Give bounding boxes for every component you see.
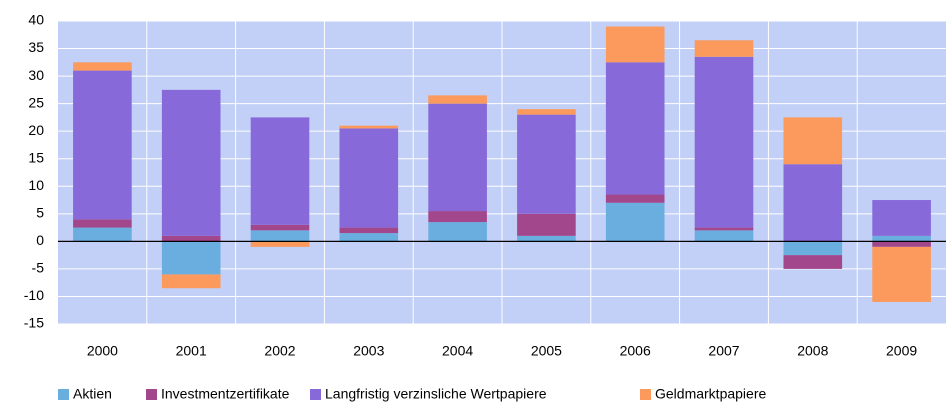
x-tick-label: 2004 [442,343,473,359]
legend-label: Aktien [73,386,112,402]
legend-swatch [640,389,651,400]
x-tick-label: 2008 [797,343,828,359]
legend-label: Langfristig verzinsliche Wertpapiere [325,386,547,402]
x-tick-label: 2009 [886,343,917,359]
bar-segment [161,89,221,236]
bar-segment [694,230,754,242]
bar-segment [73,62,132,71]
bar-segment [161,241,221,275]
bar-segment [872,200,931,236]
bar-segment [783,241,843,256]
y-tick-label: 5 [36,205,44,221]
bar-segment [517,235,576,242]
legend-swatch [58,389,69,400]
legend-label: Investmentzertifikate [161,386,290,402]
bar-segment [605,26,665,63]
y-tick-label: 20 [28,122,44,138]
y-tick-label: 40 [28,12,44,28]
legend-swatch [310,389,321,400]
bar-segment [250,117,310,225]
bar-segment [161,235,221,242]
bar-segment [517,114,576,214]
bar-segment [517,109,576,115]
x-tick-label: 2000 [87,343,118,359]
y-tick-label: -5 [32,260,45,276]
bar-segment [250,224,310,231]
bar-segment [605,62,665,195]
bar-segment [783,117,843,165]
bar-segment [428,103,487,212]
bar-segment [73,70,132,220]
bar-segment [339,227,399,234]
bar-segment [783,255,843,269]
bar-segment [73,219,132,228]
y-tick-label: 35 [28,39,44,55]
x-tick-label: 2006 [620,343,651,359]
legend-label: Geldmarktpapiere [655,386,766,402]
bar-segment [339,125,399,129]
bar-segment [250,230,310,242]
y-tick-label: -10 [24,287,44,303]
y-tick-label: 25 [28,94,44,110]
x-tick-label: 2002 [264,343,295,359]
bar-segment [428,211,487,223]
bar-segment [872,235,931,242]
x-tick-label: 2001 [176,343,207,359]
bar-segment [161,274,221,289]
bar-segment [694,40,754,57]
bar-segment [428,95,487,104]
y-tick-label: 15 [28,149,44,165]
bar-segment [605,202,665,242]
bar-segment [339,128,399,228]
y-tick-label: 10 [28,177,44,193]
x-tick-label: 2005 [531,343,562,359]
bar-segment [605,194,665,203]
bar-segment [872,246,931,302]
bar-segment [73,227,132,242]
bar-segment [339,233,399,242]
x-tick-label: 2003 [353,343,384,359]
bar-segment [783,164,843,242]
bar-segment [428,222,487,242]
bar-segment [694,227,754,231]
bar-segment [517,213,576,236]
x-tick-label: 2007 [708,343,739,359]
bar-segment [250,241,310,247]
y-tick-label: 0 [36,232,44,248]
bar-segment [872,241,931,247]
y-tick-label: 30 [28,67,44,83]
bar-segment [694,56,754,228]
y-tick-label: -15 [24,315,44,331]
legend-swatch [146,389,157,400]
